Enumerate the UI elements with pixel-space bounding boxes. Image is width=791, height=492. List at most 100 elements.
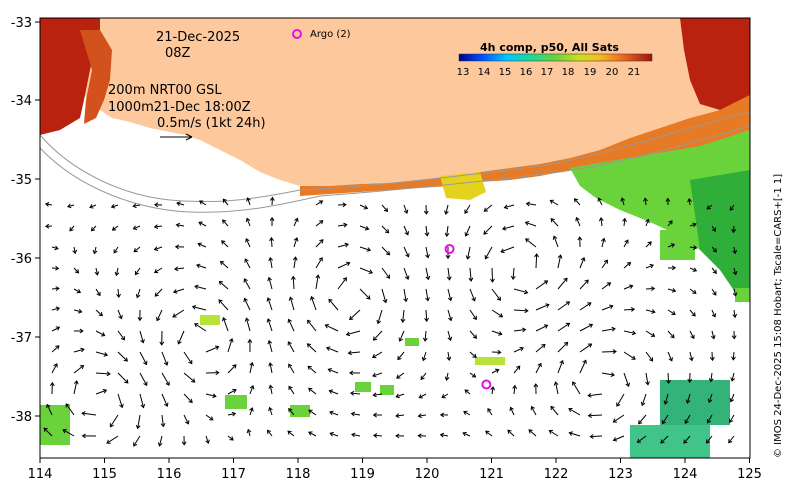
- current-vector: [205, 414, 214, 421]
- current-vector: [287, 341, 295, 353]
- current-vector: [245, 238, 251, 248]
- x-tick-label: 114: [28, 467, 53, 482]
- current-vector: [623, 307, 636, 312]
- current-vector: [464, 225, 471, 237]
- x-tick-label: 121: [479, 467, 504, 482]
- current-vector: [484, 246, 493, 260]
- current-vector: [509, 406, 515, 416]
- current-vector: [315, 257, 323, 269]
- current-vector: [244, 258, 251, 269]
- current-vector: [395, 433, 405, 439]
- current-vector: [288, 408, 295, 416]
- current-vector: [597, 197, 603, 206]
- current-vector: [268, 384, 274, 395]
- current-vector: [660, 435, 669, 444]
- current-vector: [601, 259, 608, 269]
- current-vector: [687, 198, 692, 206]
- current-vector: [43, 427, 53, 437]
- argo-float-marker[interactable]: [481, 379, 492, 390]
- current-vector: [446, 351, 452, 362]
- hour-label: 08Z: [165, 46, 191, 61]
- current-vector: [153, 267, 163, 274]
- current-vector: [117, 372, 129, 384]
- current-vector: [645, 218, 650, 227]
- current-vector: [350, 390, 361, 396]
- current-vector: [315, 274, 321, 290]
- colorbar-tick-label: 20: [606, 67, 619, 78]
- current-vector: [663, 393, 669, 405]
- current-vector: [268, 362, 273, 374]
- current-vector: [623, 330, 637, 336]
- current-vector: [446, 267, 452, 281]
- current-vector: [439, 432, 449, 438]
- current-vector: [218, 299, 229, 311]
- current-vector: [73, 380, 79, 395]
- current-vector: [117, 351, 128, 362]
- current-vector: [161, 393, 169, 407]
- current-vector: [328, 298, 339, 311]
- current-vector: [288, 296, 295, 311]
- sst-scattered-patches: [40, 230, 750, 458]
- current-vector: [46, 403, 53, 416]
- current-vector: [49, 381, 55, 395]
- x-tick-label: 120: [415, 467, 440, 482]
- current-vector: [293, 237, 299, 248]
- scale-arrow-label: 0.5m/s (1kt 24h): [157, 116, 266, 131]
- current-vector: [447, 309, 453, 322]
- argo-float-marker[interactable]: [444, 243, 455, 254]
- current-vector: [557, 301, 571, 311]
- current-vector: [106, 435, 119, 444]
- current-vector: [557, 322, 571, 332]
- current-vector: [500, 246, 515, 254]
- current-vector: [667, 243, 676, 248]
- current-vector: [645, 351, 654, 362]
- current-vector: [183, 393, 193, 404]
- current-vector: [729, 414, 735, 424]
- current-vector: [490, 267, 495, 283]
- current-vector: [156, 309, 163, 322]
- plot-frame: [39, 17, 751, 459]
- current-vector: [667, 351, 673, 362]
- current-vector: [491, 288, 501, 301]
- y-axis: -33 -34 -35 -36 -37 -38: [11, 16, 40, 425]
- current-vector: [95, 351, 109, 357]
- current-vector: [601, 237, 606, 248]
- current-vector: [689, 222, 697, 228]
- current-vector: [110, 203, 119, 209]
- current-vector: [197, 242, 207, 248]
- current-vector: [396, 372, 405, 379]
- current-vector: [269, 236, 274, 248]
- current-vector: [623, 261, 632, 269]
- current-vector: [218, 280, 229, 290]
- current-vector: [95, 309, 103, 317]
- current-vector: [191, 304, 207, 311]
- current-vector: [135, 414, 141, 430]
- current-vector: [491, 368, 500, 374]
- current-vector: [707, 393, 713, 404]
- current-vector: [553, 381, 559, 395]
- current-vector: [111, 225, 119, 231]
- current-vector: [465, 246, 471, 260]
- current-vector: [73, 347, 85, 353]
- current-vector: [444, 225, 450, 238]
- current-vector: [372, 433, 383, 438]
- colorbar: [458, 53, 653, 62]
- current-vector: [161, 372, 170, 386]
- current-vector: [579, 302, 592, 311]
- current-vector: [381, 246, 391, 256]
- current-vector: [337, 202, 347, 208]
- current-vector: [287, 430, 295, 437]
- current-vector: [464, 204, 471, 214]
- current-vector: [308, 431, 317, 437]
- colorbar-tick-label: 19: [584, 67, 597, 78]
- colorbar-tick-label: 15: [499, 67, 512, 78]
- current-vector: [689, 330, 695, 340]
- sst-band-east: [680, 18, 750, 110]
- current-vector: [732, 309, 738, 319]
- current-vector: [685, 393, 691, 404]
- current-vector: [501, 225, 515, 231]
- current-vector: [403, 204, 409, 214]
- current-vector: [444, 372, 450, 381]
- current-vector: [643, 197, 648, 206]
- current-vector: [381, 225, 390, 234]
